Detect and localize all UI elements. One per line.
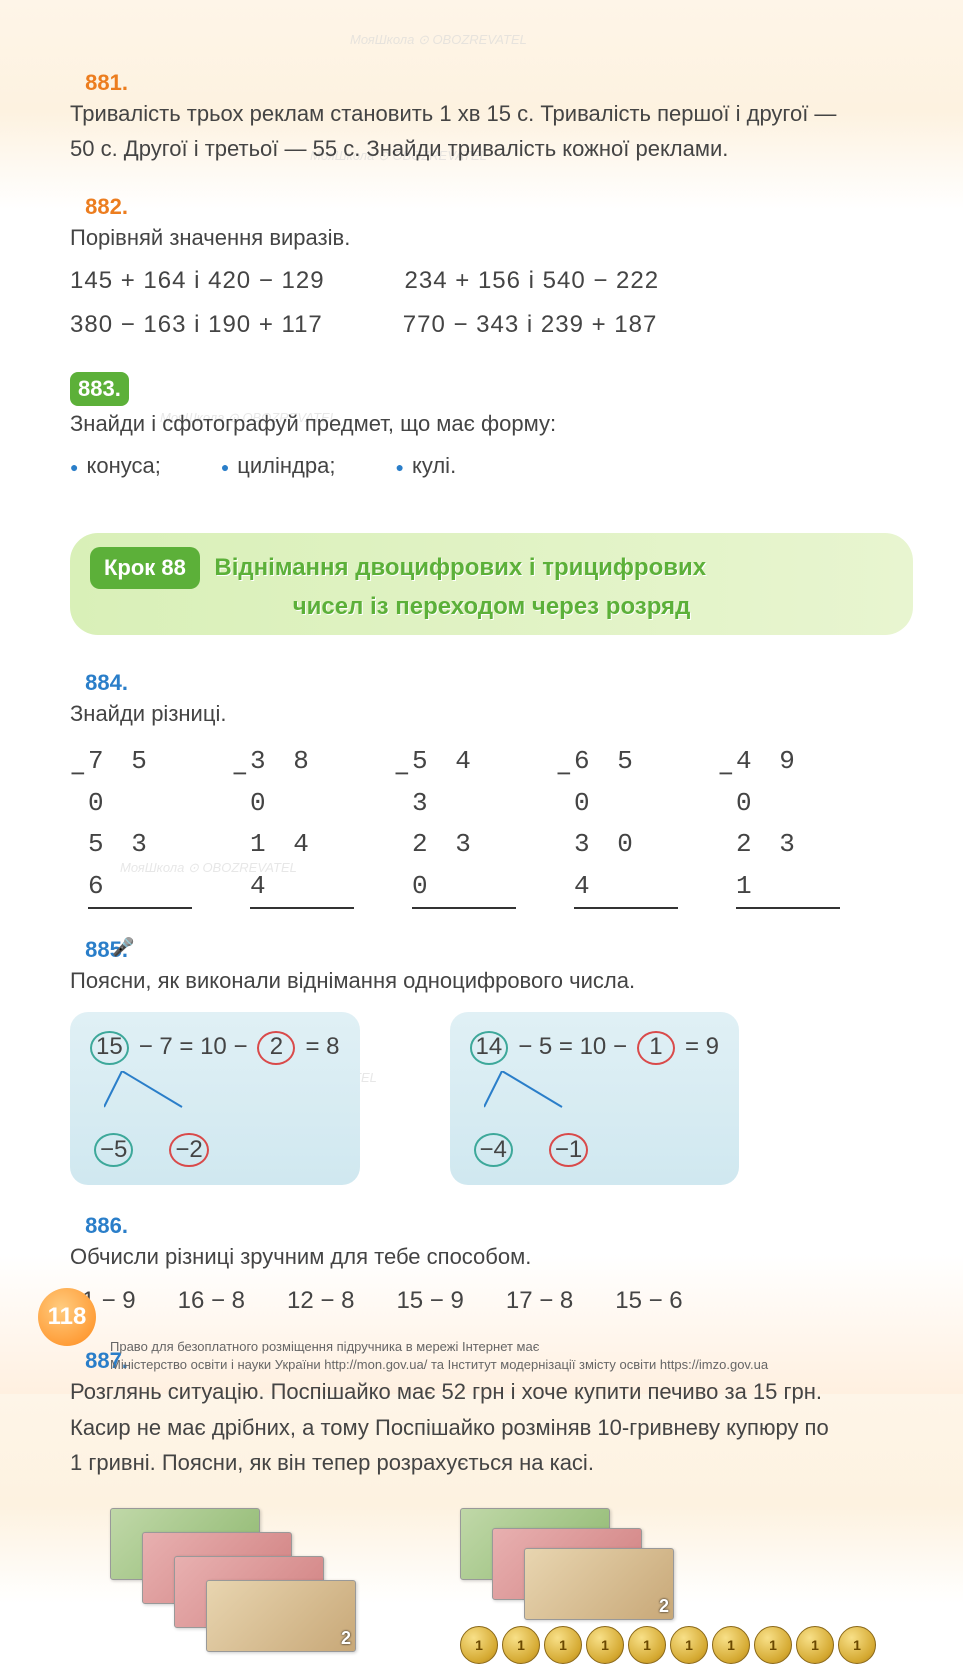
simple-expr: 17 − 8 bbox=[506, 1282, 573, 1320]
watermark: МояШкола ⊙ OBOZREVATEL bbox=[350, 32, 527, 48]
exercise-text: Знайди і сфотографуй предмет, що має фор… bbox=[70, 406, 840, 482]
page-number: 118 bbox=[38, 1288, 96, 1346]
coin: 1 bbox=[838, 1626, 876, 1664]
vertical-subtraction-row: −7 5 05 3 6 −3 8 01 4 4 −5 4 32 3 0 −6 5 03… bbox=[70, 741, 840, 909]
exercise-number: 883. bbox=[70, 372, 129, 406]
expr: 770 − 343 і 239 + 187 bbox=[403, 306, 658, 344]
section-subtitle: чисел із переходом через розряд bbox=[90, 593, 893, 621]
branch-value: −1 bbox=[549, 1133, 588, 1167]
exercise-text: Знайди різниці. −7 5 05 3 6 −3 8 01 4 4 −5… bbox=[70, 696, 840, 910]
exercise-881: 881. Тривалість трьох реклам становить 1… bbox=[70, 70, 913, 166]
branch-value: −2 bbox=[169, 1133, 208, 1167]
expr: 145 + 164 і 420 − 129 bbox=[70, 262, 325, 300]
expr: 234 + 156 і 540 − 222 bbox=[405, 262, 660, 300]
coin: 1 bbox=[586, 1626, 624, 1664]
branch-value: −4 bbox=[474, 1133, 513, 1167]
eq-text: = 9 bbox=[685, 1028, 719, 1066]
shape-bullets: конуса; циліндра; кулі. bbox=[70, 448, 840, 483]
exercise-number: 881. bbox=[70, 70, 128, 96]
exercise-883: 883. Знайди і сфотографуй предмет, що ма… bbox=[70, 372, 913, 482]
vertical-subtraction: −4 9 02 3 1 bbox=[718, 741, 840, 909]
coin: 1 bbox=[544, 1626, 582, 1664]
section-title: Віднімання двоцифрових і трицифрових bbox=[214, 554, 706, 581]
banknote: 2 bbox=[524, 1548, 674, 1620]
compare-expressions: 145 + 164 і 420 − 129 234 + 156 і 540 − … bbox=[70, 262, 840, 345]
coins-row: 1111111111 bbox=[460, 1626, 876, 1664]
exercise-text: Обчисли різниці зручним для тебе способо… bbox=[70, 1239, 840, 1321]
vertical-subtraction: −6 5 03 0 4 bbox=[556, 741, 678, 909]
circled-number: 15 bbox=[90, 1031, 129, 1065]
circled-number: 2 bbox=[257, 1031, 295, 1065]
expr: 380 − 163 і 190 + 117 bbox=[70, 306, 323, 344]
simple-expr: 15 − 9 bbox=[396, 1282, 463, 1320]
exercise-text: Поясни, як виконали віднімання одноцифро… bbox=[70, 963, 840, 1185]
exercise-number: 882. bbox=[70, 194, 128, 220]
circled-number: 1 bbox=[637, 1031, 675, 1065]
money-illustration: 2010102 20102 1111111111 bbox=[110, 1508, 913, 1664]
bullet-item: кулі. bbox=[395, 448, 456, 483]
decomposition-row: 15 − 7 = 10 − 2 = 8 −5 −2 14 − 5 = 10 − 1 = 9 −4 −1 bbox=[70, 1012, 840, 1184]
exercise-text: Розглянь ситуацію. Поспішайко має 52 грн… bbox=[70, 1374, 840, 1480]
bills-group-left: 2010102 bbox=[110, 1508, 390, 1648]
bills-group-right: 20102 1111111111 bbox=[460, 1508, 876, 1664]
footer-line: Міністерство освіти і науки України http… bbox=[110, 1356, 923, 1374]
coin: 1 bbox=[628, 1626, 666, 1664]
exercise-prompt: Знайди і сфотографуй предмет, що має фор… bbox=[70, 411, 556, 436]
exercise-prompt: Поясни, як виконали віднімання одноцифро… bbox=[70, 968, 635, 993]
exercise-884: 884. Знайди різниці. −7 5 05 3 6 −3 8 01 … bbox=[70, 670, 913, 910]
simple-expr: 12 − 8 bbox=[287, 1282, 354, 1320]
coin: 1 bbox=[460, 1626, 498, 1664]
exercise-prompt: Обчисли різниці зручним для тебе способо… bbox=[70, 1244, 531, 1269]
exercise-prompt: Порівняй значення виразів. bbox=[70, 225, 350, 250]
krok-badge: Крок 88 bbox=[90, 547, 200, 589]
coin: 1 bbox=[502, 1626, 540, 1664]
footer-credits: Право для безоплатного розміщення підруч… bbox=[110, 1338, 923, 1374]
vertical-subtraction: −3 8 01 4 4 bbox=[232, 741, 354, 909]
exercise-882: 882. Порівняй значення виразів. 145 + 16… bbox=[70, 194, 913, 344]
coin: 1 bbox=[670, 1626, 708, 1664]
simple-subtractions: 11 − 916 − 812 − 815 − 917 − 815 − 6 bbox=[70, 1282, 840, 1320]
simple-expr: 16 − 8 bbox=[178, 1282, 245, 1320]
coin: 1 bbox=[754, 1626, 792, 1664]
exercise-number: 886. bbox=[70, 1213, 128, 1239]
exercise-885: 🎤 885. Поясни, як виконали віднімання од… bbox=[70, 937, 913, 1185]
exercise-prompt: Знайди різниці. bbox=[70, 701, 226, 726]
bullet-item: циліндра; bbox=[221, 448, 336, 483]
footer-line: Право для безоплатного розміщення підруч… bbox=[110, 1338, 923, 1356]
exercise-number: 884. bbox=[70, 670, 128, 696]
op-text: − 7 = 10 − bbox=[139, 1028, 248, 1066]
simple-expr: 15 − 6 bbox=[615, 1282, 682, 1320]
decomposition-box: 14 − 5 = 10 − 1 = 9 −4 −1 bbox=[450, 1012, 740, 1184]
eq-text: = 8 bbox=[305, 1028, 339, 1066]
section-header: Крок 88 Віднімання двоцифрових і трицифр… bbox=[70, 533, 913, 635]
banknote: 2 bbox=[206, 1580, 356, 1652]
exercise-text: Тривалість трьох реклам становить 1 хв 1… bbox=[70, 96, 840, 166]
exercise-text: Порівняй значення виразів. 145 + 164 і 4… bbox=[70, 220, 840, 344]
bullet-item: конуса; bbox=[70, 448, 161, 483]
op-text: − 5 = 10 − bbox=[518, 1028, 627, 1066]
microphone-icon: 🎤 bbox=[112, 937, 134, 958]
branch-value: −5 bbox=[94, 1133, 133, 1167]
vertical-subtraction: −5 4 32 3 0 bbox=[394, 741, 516, 909]
exercise-886: 886. Обчисли різниці зручним для тебе сп… bbox=[70, 1213, 913, 1321]
vertical-subtraction: −7 5 05 3 6 bbox=[70, 741, 192, 909]
coin: 1 bbox=[712, 1626, 750, 1664]
coin: 1 bbox=[796, 1626, 834, 1664]
circled-number: 14 bbox=[470, 1031, 509, 1065]
decomposition-box: 15 − 7 = 10 − 2 = 8 −5 −2 bbox=[70, 1012, 360, 1184]
